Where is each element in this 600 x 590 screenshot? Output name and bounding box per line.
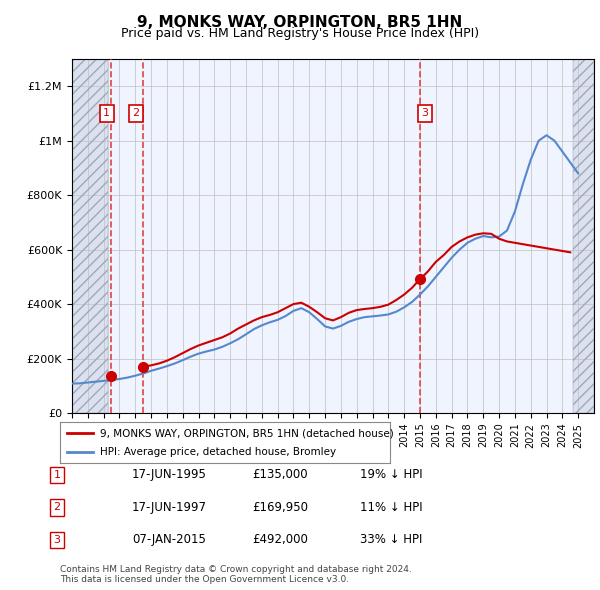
Bar: [72, 59, 109, 413]
Text: 2: 2: [53, 503, 61, 512]
Text: 3: 3: [53, 535, 61, 545]
Text: 2: 2: [133, 109, 140, 119]
Bar: [72, 59, 109, 413]
Text: Price paid vs. HM Land Registry's House Price Index (HPI): Price paid vs. HM Land Registry's House …: [121, 27, 479, 40]
Bar: [574, 59, 594, 413]
Text: 11% ↓ HPI: 11% ↓ HPI: [360, 501, 422, 514]
Text: 3: 3: [421, 109, 428, 119]
Text: Contains HM Land Registry data © Crown copyright and database right 2024.
This d: Contains HM Land Registry data © Crown c…: [60, 565, 412, 584]
Text: 33% ↓ HPI: 33% ↓ HPI: [360, 533, 422, 546]
Text: 9, MONKS WAY, ORPINGTON, BR5 1HN (detached house): 9, MONKS WAY, ORPINGTON, BR5 1HN (detach…: [100, 428, 394, 438]
Text: 17-JUN-1995: 17-JUN-1995: [132, 468, 207, 481]
Text: HPI: Average price, detached house, Bromley: HPI: Average price, detached house, Brom…: [100, 447, 336, 457]
Bar: [574, 59, 594, 413]
Text: 1: 1: [53, 470, 61, 480]
Text: £169,950: £169,950: [252, 501, 308, 514]
Text: £135,000: £135,000: [252, 468, 308, 481]
Text: 07-JAN-2015: 07-JAN-2015: [132, 533, 206, 546]
Text: 19% ↓ HPI: 19% ↓ HPI: [360, 468, 422, 481]
Text: 1: 1: [103, 109, 110, 119]
Text: 9, MONKS WAY, ORPINGTON, BR5 1HN: 9, MONKS WAY, ORPINGTON, BR5 1HN: [137, 15, 463, 30]
Text: £492,000: £492,000: [252, 533, 308, 546]
Text: 17-JUN-1997: 17-JUN-1997: [132, 501, 207, 514]
